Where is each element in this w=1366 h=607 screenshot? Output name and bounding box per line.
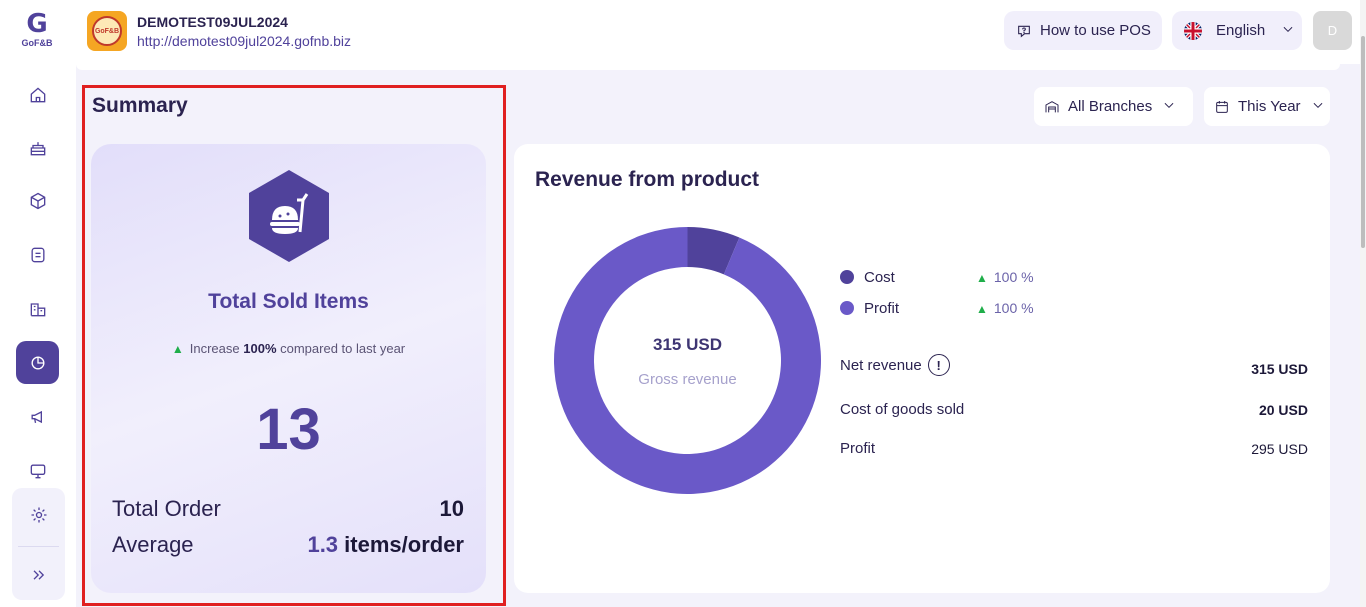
- chart-icon: [31, 356, 44, 369]
- scrollbar-thumb[interactable]: [1361, 36, 1365, 248]
- increase-value: 100%: [243, 341, 277, 356]
- branch-filter[interactable]: All Branches: [1034, 87, 1193, 126]
- period-filter-label: This Year: [1238, 98, 1301, 115]
- legend-dot-cost: [840, 270, 854, 284]
- profit-label: Profit: [840, 440, 876, 457]
- legend-profit-pct: ▲ 100 %: [976, 300, 1034, 316]
- store-name: DEMOTEST09JUL2024: [137, 14, 288, 30]
- nav-report[interactable]: [16, 341, 59, 384]
- user-avatar[interactable]: D: [1313, 11, 1352, 50]
- total-order-value: 10: [439, 496, 464, 521]
- nav-inventory[interactable]: [16, 179, 59, 222]
- calendar-icon: [1216, 100, 1228, 113]
- summary-card: Total Sold Items ▲ Increase 100% compared…: [91, 144, 486, 593]
- nav-expand[interactable]: [17, 553, 60, 596]
- expand-icon: [33, 569, 44, 580]
- nav-marketing[interactable]: [16, 395, 59, 438]
- receipt-icon: [31, 247, 44, 262]
- logo-sub: GoF&B: [21, 38, 53, 48]
- donut-slice-profit[interactable]: [554, 227, 821, 494]
- store-logo: GoF&B: [87, 11, 127, 51]
- up-triangle-icon: ▲: [171, 342, 184, 356]
- settings-icon: [31, 507, 46, 522]
- average-label: Average: [112, 532, 194, 557]
- average-number: 1.3: [307, 532, 339, 557]
- brand-logo[interactable]: G GoF&B: [14, 10, 60, 54]
- uk-flag-icon: [1184, 21, 1202, 40]
- legend-cost-pct-value: 100 %: [993, 269, 1034, 285]
- profit-value: 295 USD: [1251, 441, 1308, 457]
- donut-center-label: Gross revenue: [638, 371, 737, 388]
- store-icon: [30, 302, 45, 316]
- sidebar-bottom: [12, 488, 65, 600]
- pos-button-label: How to use POS: [1040, 22, 1151, 39]
- logo-mark: G: [26, 9, 48, 39]
- branch-filter-label: All Branches: [1068, 98, 1153, 115]
- up-triangle-icon: ▲: [976, 302, 988, 316]
- warehouse-icon: [1045, 100, 1059, 112]
- how-to-use-pos-button[interactable]: How to use POS: [1004, 11, 1162, 50]
- increase-prefix: Increase: [189, 341, 240, 356]
- page-scrollbar[interactable]: [1360, 0, 1366, 607]
- chevron-down-icon: [1162, 98, 1176, 116]
- revenue-donut-chart: [554, 227, 821, 494]
- total-order-label: Total Order: [112, 496, 221, 521]
- cogs-value: 20 USD: [1258, 402, 1308, 418]
- sidebar-divider: [18, 546, 59, 547]
- info-icon[interactable]: !: [927, 354, 950, 376]
- legend-profit-label: Profit: [864, 300, 900, 317]
- sidebar: G GoF&B: [0, 0, 76, 607]
- average-unit: items/order: [344, 532, 464, 557]
- nav-home[interactable]: [16, 73, 59, 116]
- content-top-strip: [76, 64, 1340, 70]
- language-label: English: [1216, 22, 1266, 39]
- donut-center-value: 315 USD: [653, 335, 722, 354]
- net-revenue-text: Net revenue: [840, 356, 922, 374]
- increase-note: ▲ Increase 100% compared to last year: [91, 341, 486, 356]
- legend-cost-pct: ▲ 100 %: [976, 269, 1034, 285]
- total-sold-items-title: Total Sold Items: [208, 290, 369, 313]
- period-filter[interactable]: This Year: [1204, 87, 1330, 126]
- legend-dot-profit: [840, 301, 854, 315]
- box-icon: [30, 192, 45, 209]
- nav-settings[interactable]: [17, 493, 60, 536]
- nav-orders[interactable]: [16, 233, 59, 276]
- average-value: 1.3 items/order: [307, 532, 464, 558]
- cake-icon: [30, 141, 45, 155]
- chevron-down-icon: [1281, 22, 1295, 40]
- summary-title: Summary: [92, 94, 188, 117]
- sold-items-icon: [249, 170, 329, 262]
- store-logo-badge: GoF&B: [92, 16, 122, 46]
- nav-pos[interactable]: [16, 449, 59, 492]
- revenue-card: Revenue from product 315 USD Gross reven…: [514, 144, 1330, 593]
- chevron-down-icon: [1311, 98, 1325, 116]
- net-revenue-value: 315 USD: [1251, 361, 1308, 377]
- help-chat-icon: [1018, 25, 1030, 37]
- top-header: GoF&B DEMOTEST09JUL2024 http://demotest0…: [76, 0, 1366, 64]
- increase-suffix: compared to last year: [280, 341, 406, 356]
- donut-slice-cost[interactable]: [687, 227, 740, 275]
- megaphone-icon: [31, 410, 42, 423]
- legend-profit-pct-value: 100 %: [993, 300, 1034, 316]
- language-select[interactable]: English: [1172, 11, 1302, 50]
- home-icon: [30, 86, 45, 102]
- legend-cost-label: Cost: [864, 269, 895, 286]
- pos-icon: [30, 464, 45, 478]
- nav-menu[interactable]: [16, 126, 59, 169]
- revenue-title: Revenue from product: [535, 168, 760, 191]
- net-revenue-label: Net revenue !: [840, 354, 950, 376]
- store-url[interactable]: http://demotest09jul2024.gofnb.biz: [137, 33, 352, 49]
- up-triangle-icon: ▲: [976, 271, 988, 285]
- total-sold-count: 13: [256, 397, 321, 462]
- cogs-label: Cost of goods sold: [840, 401, 965, 418]
- nav-store[interactable]: [16, 287, 59, 330]
